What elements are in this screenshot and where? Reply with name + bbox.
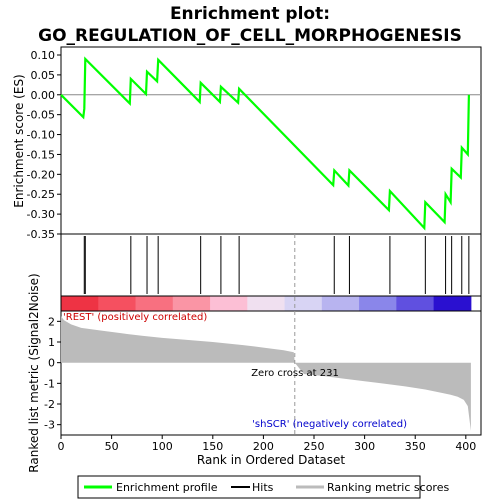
metric-y-ticks: 2 1 0 -1 -2 -3 <box>44 315 61 432</box>
color-bar-segment <box>61 296 99 311</box>
color-bar-segment <box>396 296 435 311</box>
x-axis-label: Rank in Ordered Dataset <box>197 453 345 467</box>
es-y-axis-label: Enrichment score (ES) <box>12 74 26 207</box>
legend-hits-label: Hits <box>252 481 274 494</box>
x-tick-label: 300 <box>354 440 375 453</box>
es-panel <box>60 46 482 235</box>
color-bar-segment <box>98 296 137 311</box>
es-tick-label: -0.30 <box>27 208 55 221</box>
es-tick-label: 0.00 <box>31 89 56 102</box>
hit-markers <box>83 236 470 294</box>
metric-tick-label: 1 <box>48 336 55 349</box>
x-tick-label: 250 <box>304 440 325 453</box>
hits-panel <box>60 233 482 297</box>
metric-y-axis-label: Ranked list metric (Signal2Noise) <box>27 273 41 472</box>
x-axis-ticks: 0 50 100 150 200 250 300 350 400 <box>58 435 476 453</box>
zero-cross-label: Zero cross at 231 <box>251 368 339 379</box>
metric-tick-label: -3 <box>44 419 55 432</box>
metric-tick-label: -1 <box>44 377 55 390</box>
color-bar-segment <box>172 296 211 311</box>
es-tick-label: -0.35 <box>27 228 55 241</box>
x-tick-label: 100 <box>152 440 173 453</box>
enrichment-profile-line <box>60 56 470 231</box>
es-tick-label: 0.10 <box>31 49 56 62</box>
x-tick-label: 150 <box>202 440 223 453</box>
color-bar-segment <box>284 296 323 311</box>
x-tick-label: 50 <box>105 440 119 453</box>
x-tick-label: 0 <box>58 440 65 453</box>
es-tick-label: -0.05 <box>27 109 55 122</box>
color-bar-segment <box>359 296 397 311</box>
color-bar-segment <box>210 296 248 311</box>
legend-metric-label: Ranking metric scores <box>327 481 449 494</box>
ranking-metric-area <box>61 316 471 431</box>
es-tick-label: -0.25 <box>27 188 55 201</box>
chart-title-line2: GO_REGULATION_OF_CELL_MORPHOGENESIS <box>38 26 462 46</box>
metric-tick-label: 2 <box>48 315 55 328</box>
legend-profile-label: Enrichment profile <box>116 481 218 494</box>
es-y-ticks: 0.10 0.05 0.00 -0.05 -0.10 -0.15 -0.20 -0.25 -0.… <box>27 49 61 241</box>
negative-correlation-label: 'shSCR' (negatively correlated) <box>252 419 407 430</box>
chart-title-line1: Enrichment plot: <box>170 4 330 24</box>
es-tick-label: -0.20 <box>27 168 55 181</box>
x-tick-label: 400 <box>455 440 476 453</box>
color-bar-segment <box>321 296 360 311</box>
color-bar-segment <box>433 296 472 311</box>
es-tick-label: 0.05 <box>31 69 56 82</box>
metric-tick-label: 0 <box>48 357 55 370</box>
x-tick-label: 200 <box>253 440 274 453</box>
x-tick-label: 350 <box>405 440 426 453</box>
ranking-color-bar <box>60 295 482 312</box>
es-tick-label: -0.10 <box>27 129 55 142</box>
metric-tick-label: -2 <box>44 398 55 411</box>
positive-correlation-label: 'REST' (positively correlated) <box>63 312 207 323</box>
es-tick-label: -0.15 <box>27 148 55 161</box>
color-bar-segment <box>247 296 286 311</box>
color-bar-segment <box>135 296 174 311</box>
